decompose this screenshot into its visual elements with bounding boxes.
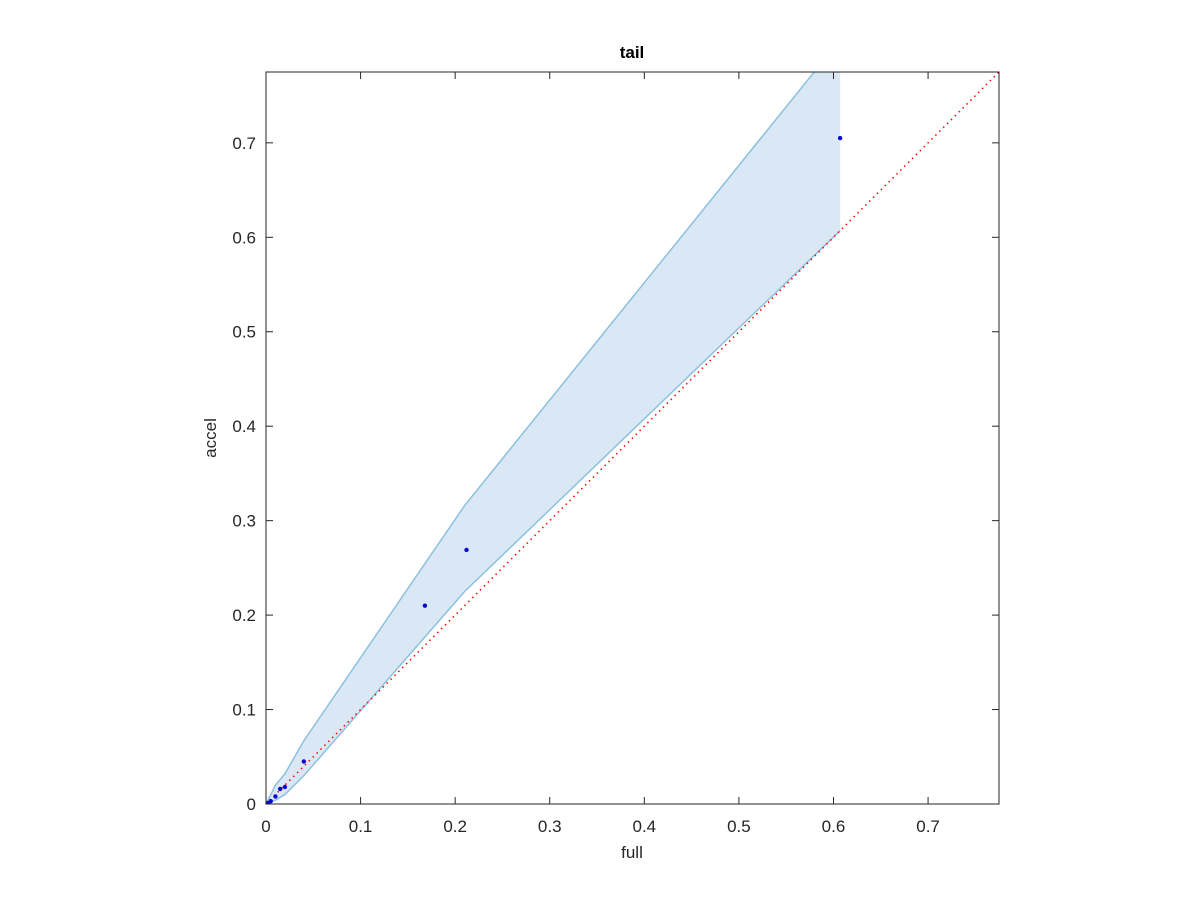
band-upper-edge <box>266 72 816 804</box>
x-tick-label: 0.1 <box>349 817 373 836</box>
axes-box <box>265 71 1000 805</box>
data-point <box>422 603 428 608</box>
plot-area <box>266 72 999 804</box>
y-tick-label: 0.7 <box>232 134 256 153</box>
data-point <box>301 759 307 764</box>
x-axis-label: full <box>621 843 643 862</box>
band-lower-edge <box>266 230 841 804</box>
x-tick-label: 0 <box>261 817 270 836</box>
data-point <box>268 798 273 804</box>
axes: 0 0.1 0.2 0.3 0.4 0.5 0.6 0.7 0 0.1 0.2 0.3 0.4 0.5 0.… <box>232 71 1000 836</box>
x-tick-label: 0.2 <box>443 817 467 836</box>
data-point <box>273 794 278 799</box>
x-tick-label: 0.5 <box>727 817 751 836</box>
y-axis-label: accel <box>201 418 220 458</box>
band-fill <box>266 72 841 804</box>
y-tick-label: 0 <box>247 795 256 814</box>
y-tick-label: 0.4 <box>232 417 256 436</box>
data-point <box>837 135 843 141</box>
data-point <box>282 784 288 790</box>
reference-line <box>266 72 999 804</box>
data-point <box>277 786 283 792</box>
chart-title: tail <box>620 43 645 62</box>
y-tick-label: 0.6 <box>232 228 256 247</box>
data-point <box>464 547 469 553</box>
y-tick-label: 0.5 <box>232 323 256 342</box>
x-tick-label: 0.6 <box>822 817 846 836</box>
y-tick-label: 0.1 <box>232 701 256 720</box>
y-tick-label: 0.2 <box>232 606 256 625</box>
x-tick-label: 0.4 <box>633 817 657 836</box>
y-tick-label: 0.3 <box>232 512 256 531</box>
x-tick-label: 0.3 <box>538 817 562 836</box>
x-tick-label: 0.7 <box>916 817 940 836</box>
